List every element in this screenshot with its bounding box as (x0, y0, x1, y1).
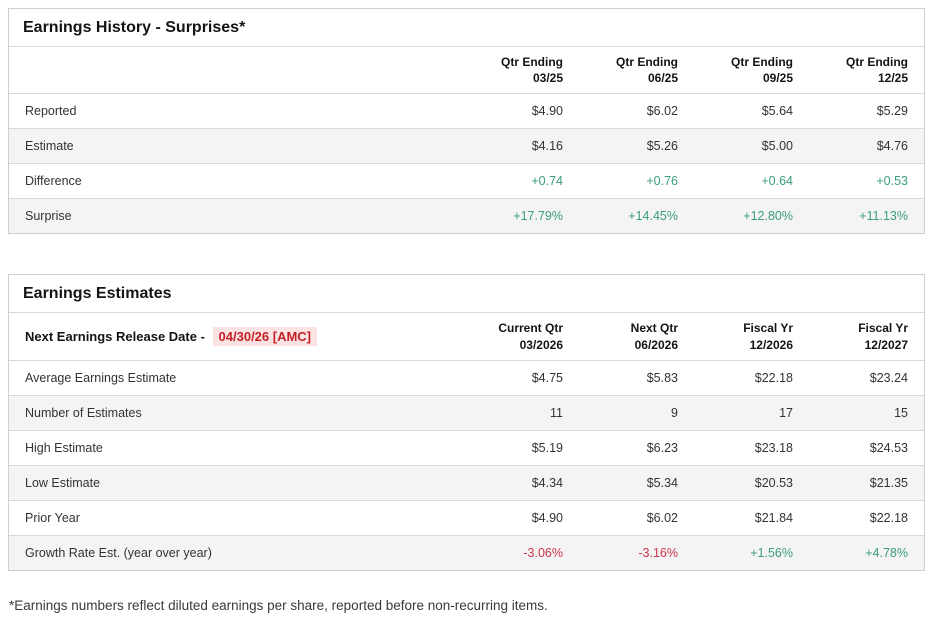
earnings-estimates-table: Earnings Estimates Next Earnings Release… (8, 274, 925, 571)
earnings-footnote: *Earnings numbers reflect diluted earnin… (9, 597, 548, 613)
cell-value: $22.18 (694, 360, 809, 396)
cell-value: $22.18 (809, 500, 924, 536)
row-label: Prior Year (9, 500, 464, 536)
cell-value: $4.90 (464, 500, 579, 536)
cell-value: $4.34 (464, 465, 579, 501)
cell-value: 17 (694, 395, 809, 431)
cell-value-positive: +0.76 (579, 163, 694, 200)
table-row-average-estimate: Average Earnings Estimate $4.75 $5.83 $2… (9, 360, 924, 396)
table-row-estimate: Estimate $4.16 $5.26 $5.00 $4.76 (9, 128, 924, 165)
table-row-growth-rate: Growth Rate Est. (year over year) -3.06%… (9, 535, 924, 570)
cell-value-negative: -3.06% (464, 535, 579, 570)
cell-value: $6.02 (579, 500, 694, 536)
header-row: Next Earnings Release Date - 04/30/26 [A… (9, 313, 924, 361)
table-row-high-estimate: High Estimate $5.19 $6.23 $23.18 $24.53 (9, 430, 924, 466)
cell-value-positive: +12.80% (694, 198, 809, 234)
row-label: Low Estimate (9, 465, 464, 501)
cell-value: $4.75 (464, 360, 579, 396)
header-spacer (9, 47, 464, 95)
column-header-qtr-0925: Qtr Ending 09/25 (694, 47, 809, 95)
cell-value: $5.29 (809, 93, 924, 130)
column-header-fiscal-yr-2026: Fiscal Yr 12/2026 (694, 313, 809, 361)
cell-value: $4.90 (464, 93, 579, 130)
column-header-qtr-0625: Qtr Ending 06/25 (579, 47, 694, 95)
release-date-label: Next Earnings Release Date - (25, 328, 209, 344)
cell-value-positive: +0.53 (809, 163, 924, 200)
table-row-difference: Difference +0.74 +0.76 +0.64 +0.53 (9, 163, 924, 200)
cell-value-positive: +14.45% (579, 198, 694, 234)
cell-value-positive: +11.13% (809, 198, 924, 234)
cell-value-positive: +4.78% (809, 535, 924, 570)
column-header-qtr-0325: Qtr Ending 03/25 (464, 47, 579, 95)
cell-value: $21.35 (809, 465, 924, 501)
cell-value: $5.19 (464, 430, 579, 466)
row-label: Difference (9, 163, 464, 200)
cell-value: $6.02 (579, 93, 694, 130)
column-header-qtr-1225: Qtr Ending 12/25 (809, 47, 924, 95)
row-label: Average Earnings Estimate (9, 360, 464, 396)
row-label: High Estimate (9, 430, 464, 466)
row-label: Reported (9, 93, 464, 130)
cell-value: $5.64 (694, 93, 809, 130)
row-label: Growth Rate Est. (year over year) (9, 535, 464, 570)
next-earnings-release: Next Earnings Release Date - 04/30/26 [A… (9, 313, 464, 361)
row-label: Number of Estimates (9, 395, 464, 431)
earnings-history-title: Earnings History - Surprises* (9, 9, 924, 47)
earnings-estimates-grid: Next Earnings Release Date - 04/30/26 [A… (9, 313, 924, 570)
cell-value-negative: -3.16% (579, 535, 694, 570)
cell-value: 15 (809, 395, 924, 431)
cell-value: 11 (464, 395, 579, 431)
table-row-surprise: Surprise +17.79% +14.45% +12.80% +11.13% (9, 198, 924, 234)
earnings-estimates-title: Earnings Estimates (9, 275, 924, 314)
table-row-reported: Reported $4.90 $6.02 $5.64 $5.29 (9, 93, 924, 130)
cell-value: $5.00 (694, 128, 809, 165)
cell-value: $5.26 (579, 128, 694, 165)
cell-value: $6.23 (579, 430, 694, 466)
table-row-number-of-estimates: Number of Estimates 11 9 17 15 (9, 395, 924, 431)
earnings-history-table: Earnings History - Surprises* Qtr Ending… (8, 8, 925, 235)
column-header-next-qtr: Next Qtr 06/2026 (579, 313, 694, 361)
cell-value: 9 (579, 395, 694, 431)
earnings-history-grid: Qtr Ending 03/25 Qtr Ending 06/25 Qtr En… (9, 47, 924, 234)
header-row: Qtr Ending 03/25 Qtr Ending 06/25 Qtr En… (9, 47, 924, 95)
table-row-low-estimate: Low Estimate $4.34 $5.34 $20.53 $21.35 (9, 465, 924, 501)
cell-value: $23.18 (694, 430, 809, 466)
table-row-prior-year: Prior Year $4.90 $6.02 $21.84 $22.18 (9, 500, 924, 536)
row-label: Surprise (9, 198, 464, 234)
cell-value-positive: +17.79% (464, 198, 579, 234)
column-header-current-qtr: Current Qtr 03/2026 (464, 313, 579, 361)
cell-value: $5.83 (579, 360, 694, 396)
release-date-badge: 04/30/26 [AMC] (212, 326, 318, 346)
row-label: Estimate (9, 128, 464, 165)
cell-value: $21.84 (694, 500, 809, 536)
cell-value: $23.24 (809, 360, 924, 396)
cell-value: $4.76 (809, 128, 924, 165)
cell-value: $24.53 (809, 430, 924, 466)
cell-value-positive: +1.56% (694, 535, 809, 570)
cell-value-positive: +0.64 (694, 163, 809, 200)
column-header-fiscal-yr-2027: Fiscal Yr 12/2027 (809, 313, 924, 361)
cell-value: $20.53 (694, 465, 809, 501)
cell-value: $4.16 (464, 128, 579, 165)
cell-value-positive: +0.74 (464, 163, 579, 200)
cell-value: $5.34 (579, 465, 694, 501)
